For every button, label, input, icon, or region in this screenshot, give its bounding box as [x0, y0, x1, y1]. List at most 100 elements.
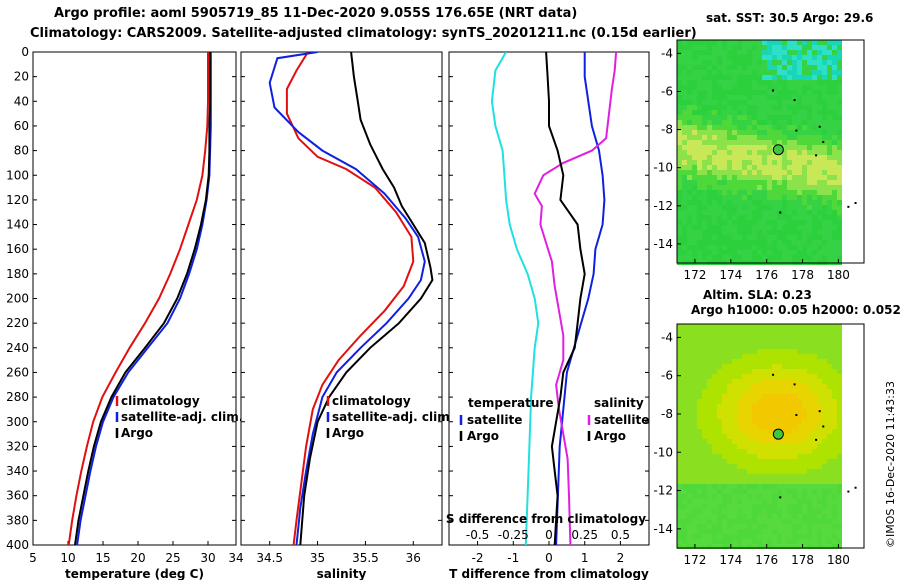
- map-cell: [822, 220, 827, 225]
- map-cell: [702, 170, 707, 175]
- map-cell: [747, 329, 752, 334]
- map-cell: [752, 539, 757, 544]
- map-cell: [727, 230, 732, 235]
- map-cell: [777, 70, 782, 75]
- map-x-tick-label: 172: [683, 268, 706, 282]
- map-cell: [712, 544, 717, 549]
- map-cell: [822, 100, 827, 105]
- map-cell: [827, 469, 832, 474]
- map-cell: [817, 489, 822, 494]
- map-cell: [697, 220, 702, 225]
- map-cell: [737, 364, 742, 369]
- map-cell: [717, 80, 722, 85]
- map-cell: [757, 339, 762, 344]
- map-cell: [702, 190, 707, 195]
- map-cell: [757, 150, 762, 155]
- plot-frame: [448, 51, 650, 546]
- map-cell: [697, 90, 702, 95]
- map-cell: [772, 65, 777, 70]
- map-cell: [727, 539, 732, 544]
- map-cell: [677, 110, 682, 115]
- map-cell: [697, 250, 702, 255]
- map-cell: [792, 65, 797, 70]
- map-cell: [752, 434, 757, 439]
- map-cell: [777, 185, 782, 190]
- map-cell: [797, 130, 802, 135]
- map-cell: [697, 464, 702, 469]
- map-cell: [677, 469, 682, 474]
- map-cell: [812, 424, 817, 429]
- depth-tick-label: 400: [6, 538, 29, 552]
- map-cell: [717, 225, 722, 230]
- map-cell: [777, 190, 782, 195]
- map-cell: [807, 324, 812, 329]
- map-cell: [682, 359, 687, 364]
- map-cell: [702, 519, 707, 524]
- island-dot: [818, 410, 821, 413]
- map-cell: [732, 240, 737, 245]
- map-cell: [797, 524, 802, 529]
- map-cell: [792, 394, 797, 399]
- map-cell: [677, 100, 682, 105]
- map-cell: [692, 180, 697, 185]
- map-cell: [767, 484, 772, 489]
- map-cell: [727, 459, 732, 464]
- map-cell: [737, 479, 742, 484]
- map-cell: [837, 45, 842, 50]
- map-cell: [737, 369, 742, 374]
- map-cell: [767, 394, 772, 399]
- map-cell: [812, 225, 817, 230]
- map-cell: [742, 324, 747, 329]
- map-cell: [727, 115, 732, 120]
- map-cell: [817, 110, 822, 115]
- map-cell: [822, 509, 827, 514]
- map-cell: [697, 334, 702, 339]
- map-cell: [772, 499, 777, 504]
- map-cell: [782, 494, 787, 499]
- map-cell: [717, 75, 722, 80]
- map-cell: [727, 419, 732, 424]
- map-cell: [822, 185, 827, 190]
- map-cell: [802, 120, 807, 125]
- map-cell: [782, 329, 787, 334]
- map-cell: [812, 195, 817, 200]
- map-cell: [682, 250, 687, 255]
- map-cell: [812, 399, 817, 404]
- map-cell: [802, 125, 807, 130]
- map-x-tick-label: 174: [719, 553, 742, 567]
- x-tick-label: 5: [29, 551, 37, 565]
- map-cell: [837, 519, 842, 524]
- map-cell: [687, 334, 692, 339]
- map-cell: [732, 125, 737, 130]
- map-cell: [732, 220, 737, 225]
- map-cell: [837, 235, 842, 240]
- map-cell: [777, 50, 782, 55]
- map-cell: [697, 469, 702, 474]
- map-cell: [702, 499, 707, 504]
- map-cell: [817, 429, 822, 434]
- map-cell: [787, 135, 792, 140]
- map-cell: [712, 484, 717, 489]
- map-cell: [702, 374, 707, 379]
- map-cell: [837, 414, 842, 419]
- map-cell: [732, 334, 737, 339]
- map-cell: [782, 349, 787, 354]
- map-cell: [697, 379, 702, 384]
- map-cell: [812, 539, 817, 544]
- map-cell: [712, 494, 717, 499]
- map-cell: [747, 255, 752, 260]
- map-cell: [717, 130, 722, 135]
- map-cell: [757, 140, 762, 145]
- map-cell: [677, 489, 682, 494]
- map-cell: [807, 509, 812, 514]
- map-cell: [687, 509, 692, 514]
- map-cell: [707, 190, 712, 195]
- map-cell: [787, 414, 792, 419]
- map-cell: [757, 195, 762, 200]
- map-cell: [827, 75, 832, 80]
- map-cell: [677, 120, 682, 125]
- series-line: [533, 52, 618, 545]
- map-cell: [722, 60, 727, 65]
- map-cell: [822, 250, 827, 255]
- map-cell: [787, 115, 792, 120]
